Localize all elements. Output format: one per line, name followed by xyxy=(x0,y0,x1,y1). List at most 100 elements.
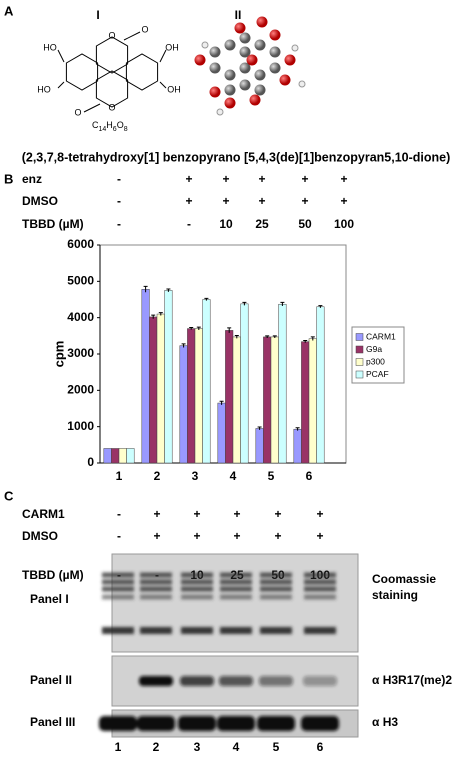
atom xyxy=(249,94,261,106)
band xyxy=(260,572,292,578)
error-bar xyxy=(310,336,315,341)
lane-label: 1 xyxy=(115,740,122,754)
error-bar xyxy=(272,335,277,339)
x-tick-label: 1 xyxy=(116,469,123,483)
band xyxy=(178,716,216,731)
condition-label: enz xyxy=(22,172,42,186)
atom xyxy=(254,39,266,51)
atom xyxy=(246,54,258,66)
band xyxy=(217,716,255,731)
atom xyxy=(194,54,206,66)
condition-value: 100 xyxy=(334,217,354,231)
error-bar xyxy=(196,326,201,331)
condition-value: - xyxy=(117,194,121,208)
band xyxy=(304,594,336,600)
band xyxy=(220,594,252,600)
atom xyxy=(239,79,251,91)
bond xyxy=(159,81,167,89)
atom-label: OH xyxy=(165,42,179,52)
lane-label: 2 xyxy=(153,740,160,754)
error-bar xyxy=(318,305,323,308)
bar xyxy=(232,336,241,464)
condition-value: + xyxy=(153,507,160,521)
x-tick-label: 6 xyxy=(306,469,313,483)
band xyxy=(220,627,252,634)
band xyxy=(301,716,339,731)
band xyxy=(304,586,336,592)
bond xyxy=(83,103,101,113)
y-tick-label: 6000 xyxy=(67,237,94,251)
lane-label: 4 xyxy=(233,740,240,754)
condition-value: - xyxy=(117,217,121,231)
ring xyxy=(65,53,99,91)
error-bar xyxy=(189,326,194,330)
condition-value: + xyxy=(153,529,160,543)
atom-label: O xyxy=(74,107,81,117)
condition-label: DMSO xyxy=(22,194,58,208)
y-tick-label: 0 xyxy=(87,455,94,469)
ring xyxy=(95,70,129,108)
band xyxy=(140,586,172,592)
condition-value: + xyxy=(301,172,308,186)
atom xyxy=(209,62,221,74)
atom-label: O xyxy=(108,102,115,112)
bar xyxy=(293,428,302,464)
band xyxy=(140,579,172,585)
atom xyxy=(284,54,296,66)
condition-value: + xyxy=(340,194,347,208)
band xyxy=(102,572,134,578)
lane-label: 6 xyxy=(317,740,324,754)
bar xyxy=(141,289,150,464)
bar xyxy=(111,448,120,464)
error-bar xyxy=(227,327,232,333)
x-tick-label: 2 xyxy=(154,469,161,483)
atom xyxy=(269,29,281,41)
band xyxy=(181,594,213,600)
band xyxy=(220,586,252,592)
error-bar xyxy=(303,340,308,343)
bar xyxy=(255,428,264,464)
atom xyxy=(279,74,291,86)
y-tick-label: 1000 xyxy=(67,419,94,433)
legend-label: G9a xyxy=(366,344,382,354)
bar xyxy=(240,303,249,464)
bond xyxy=(123,31,141,41)
error-bar xyxy=(166,288,171,292)
error-bar xyxy=(204,297,209,301)
error-bar xyxy=(158,312,163,316)
atom xyxy=(201,41,209,49)
condition-value: + xyxy=(185,172,192,186)
band xyxy=(220,579,252,585)
condition-value: + xyxy=(301,194,308,208)
bar xyxy=(278,303,287,464)
condition-value: + xyxy=(233,529,240,543)
condition-value: + xyxy=(222,194,229,208)
legend-swatch xyxy=(355,345,364,354)
condition-value: 50 xyxy=(298,217,312,231)
condition-value: + xyxy=(258,172,265,186)
atom xyxy=(224,69,236,81)
band xyxy=(260,627,292,634)
atom xyxy=(256,16,268,28)
condition-value: + xyxy=(340,172,347,186)
blot-panel-label: Panel I xyxy=(30,592,69,606)
lane-label: 5 xyxy=(273,740,280,754)
atom-label: HO xyxy=(43,42,57,52)
error-bar xyxy=(234,334,239,339)
atom-label: O xyxy=(108,30,115,40)
x-tick-label: 4 xyxy=(230,469,237,483)
bar xyxy=(263,336,272,464)
bar xyxy=(126,448,135,464)
blot-panel-label: Panel II xyxy=(30,673,72,687)
antibody-label: Coomassie xyxy=(372,572,436,586)
band xyxy=(181,586,213,592)
atom xyxy=(269,62,281,74)
legend-label: PCAF xyxy=(366,369,389,379)
bar xyxy=(164,290,173,464)
blot-frames xyxy=(111,553,359,738)
error-bar xyxy=(242,301,247,306)
error-bar xyxy=(181,343,186,348)
ring xyxy=(125,53,159,91)
band xyxy=(102,586,134,592)
